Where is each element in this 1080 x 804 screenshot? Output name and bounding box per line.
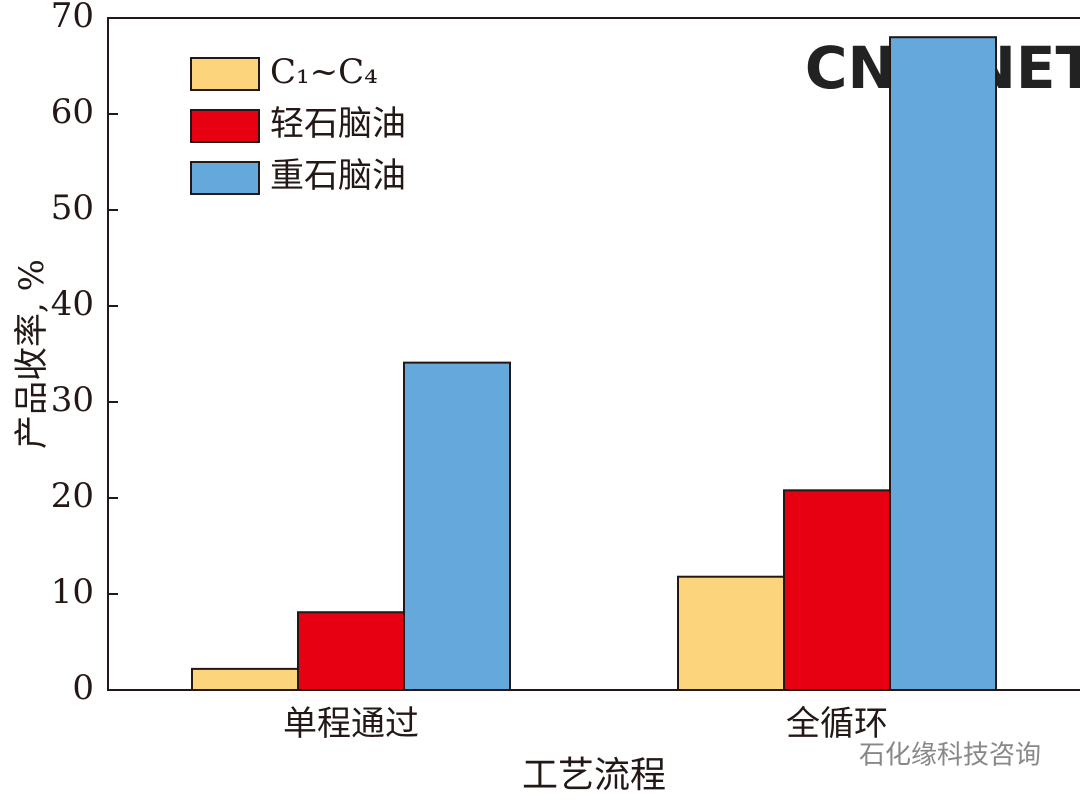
bar [677,575,785,691]
legend-swatch [190,161,260,195]
y-tick-label: 20 [51,476,94,516]
y-tick-label: 10 [51,572,94,612]
x-axis-label: 工艺流程 [522,755,666,796]
x-tick-label: 单程通过 [283,704,419,744]
legend-label: 轻石脑油 [270,104,406,144]
y-tick-label: 0 [72,668,94,708]
bar [297,611,405,691]
y-tick-label: 50 [51,188,94,228]
source-label: 石化缘科技咨询 [859,741,1041,771]
legend-label: 重石脑油 [270,156,406,196]
x-tick-label: 全循环 [786,704,888,744]
axis-frame [107,17,1080,691]
bar [783,489,891,691]
legend-label: C₁~C₄ [270,52,378,92]
bar [403,361,511,691]
legend-swatch [190,57,260,91]
y-tick-label: 70 [51,0,94,36]
bar [889,36,997,691]
y-tick-label: 30 [51,380,94,420]
y-tick-label: 40 [51,284,94,324]
y-axis-label: 产品收率, % [12,259,52,449]
y-tick-label: 60 [51,92,94,132]
bar [191,667,299,692]
legend-swatch [190,109,260,143]
